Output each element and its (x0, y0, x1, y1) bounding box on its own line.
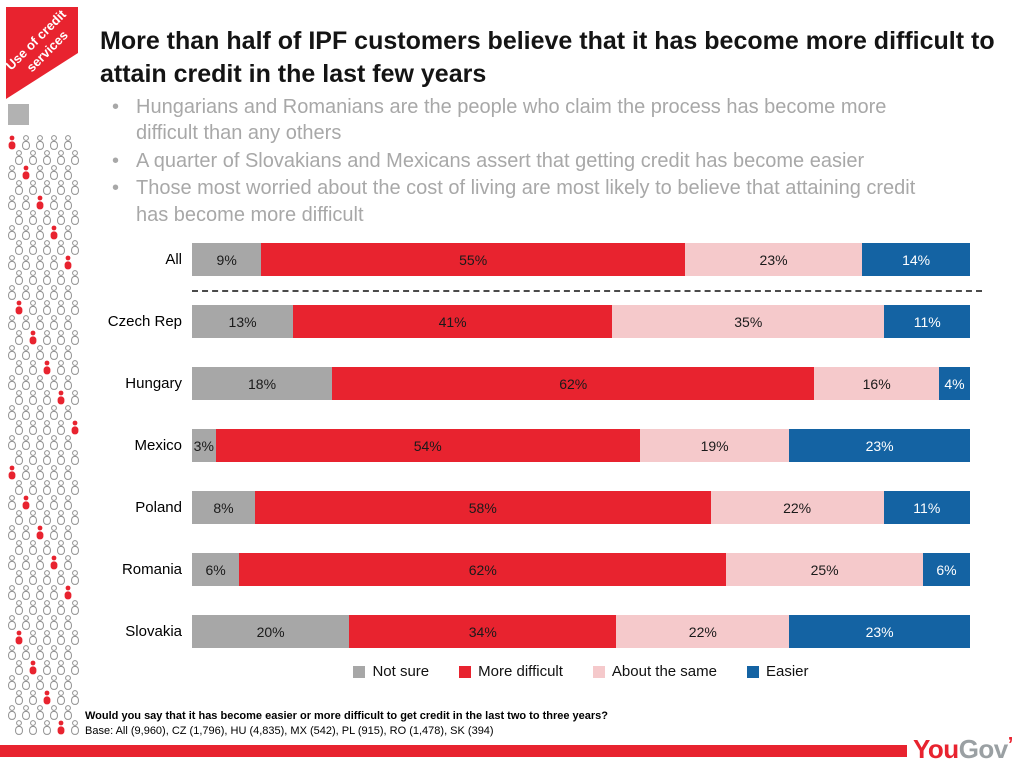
chart-row: Hungary 18% 62% 16% 4% (95, 367, 971, 400)
bar-segment: 55% (261, 243, 685, 276)
category-label: Hungary (125, 375, 182, 392)
footer: Would you say that it has become easier … (85, 709, 608, 740)
bar-track: 20% 34% 22% 23% (192, 615, 970, 648)
legend-item: Easier (747, 663, 809, 680)
bar-segment: 41% (293, 305, 613, 338)
bar-segment: 9% (192, 243, 262, 276)
bar-segment: 62% (239, 553, 727, 586)
bar-track: 8% 58% 22% 11% (192, 491, 970, 524)
bullet-item: Those most worried about the cost of liv… (112, 175, 946, 228)
bar-segment: 23% (789, 615, 970, 648)
bottom-red-stripe (0, 745, 907, 757)
footer-question: Would you say that it has become easier … (85, 710, 609, 722)
bar-segment: 18% (192, 367, 333, 400)
bar-segment: 54% (215, 429, 640, 462)
category-label: All (165, 251, 182, 268)
bar-segment: 14% (862, 243, 970, 276)
dashed-line (192, 290, 982, 292)
legend-marker (459, 665, 472, 678)
bar-track: 13% 41% 35% 11% (192, 305, 970, 338)
bar-segment: 11% (883, 491, 970, 524)
bar-segment: 35% (612, 305, 885, 338)
logo-mark: ’ (1007, 734, 1014, 756)
chart-row: All 9% 55% 23% 14% (95, 243, 970, 276)
category-label: Czech Rep (107, 313, 182, 330)
bullet-item: Hungarians and Romanians are the people … (112, 94, 946, 147)
bar-segment: 62% (332, 367, 815, 400)
legend-label: Easier (766, 663, 809, 680)
crowd-illustration (8, 135, 79, 735)
logo-part-gov: Gov (958, 734, 1009, 764)
bar-segment: 25% (726, 553, 923, 586)
bar-segment: 6% (922, 553, 971, 586)
bar-track: 18% 62% 16% 4% (192, 367, 971, 400)
legend-label: More difficult (478, 663, 563, 680)
legend-item: About the same (592, 663, 717, 680)
bar-segment: 20% (192, 615, 350, 648)
bullet-item: A quarter of Slovakians and Mexicans ass… (112, 148, 946, 175)
yougov-logo: YouGov’ (913, 734, 1013, 765)
bar-segment: 19% (639, 429, 790, 462)
chart-row: Mexico 3% 54% 19% 23% (95, 429, 970, 462)
bar-track: 9% 55% 23% 14% (192, 243, 970, 276)
legend-marker (353, 665, 366, 678)
bar-segment: 23% (684, 243, 863, 276)
bar-track: 3% 54% 19% 23% (192, 429, 970, 462)
category-label: Romania (121, 561, 182, 578)
bar-segment: 22% (710, 491, 884, 524)
legend-marker (747, 665, 759, 678)
legend-item: More difficult (459, 663, 563, 680)
bar-segment: 11% (884, 305, 970, 338)
bar-segment: 58% (254, 491, 711, 524)
bar-segment: 22% (616, 615, 790, 648)
chart-row: Slovakia 20% 34% 22% 23% (95, 615, 970, 648)
category-label: Poland (135, 499, 182, 516)
bar-segment: 13% (192, 305, 294, 338)
legend-label: Not sure (372, 663, 430, 680)
gray-square-decoration (8, 104, 29, 125)
legend-marker (592, 665, 605, 678)
slide-title: More than half of IPF customers believe … (100, 27, 995, 88)
bar-segment: 4% (938, 367, 971, 400)
bar-segment: 3% (192, 429, 216, 462)
bar-segment: 8% (192, 491, 255, 524)
legend: Not sure More difficult About the same Easi… (192, 663, 970, 680)
section-tag: Use of credit services (6, 7, 78, 99)
category-label: Mexico (134, 437, 182, 454)
chart-row: Czech Rep 13% 41% 35% 11% (95, 305, 970, 338)
legend-item: Not sure (353, 663, 429, 680)
bar-segment: 16% (814, 367, 939, 400)
bar-segment: 23% (789, 429, 970, 462)
section-tag-label: Use of credit services (2, 6, 72, 75)
chart-row: Romania 6% 62% 25% 6% (95, 553, 971, 586)
chart-row: Poland 8% 58% 22% 11% (95, 491, 970, 524)
chart: All 9% 55% 23% 14% Czech Rep 13% 41% 35% 11% Hunga… (95, 243, 982, 677)
bar-segment: 34% (349, 615, 617, 648)
bullet-list: Hungarians and Romanians are the people … (108, 94, 946, 229)
category-label: Slovakia (125, 623, 182, 640)
logo-part-you: You (913, 734, 959, 764)
bar-track: 6% 62% 25% 6% (192, 553, 971, 586)
bar-segment: 6% (192, 553, 240, 586)
legend-label: About the same (611, 663, 717, 680)
footer-base: Base: All (9,960), CZ (1,796), HU (4,835… (85, 725, 494, 738)
